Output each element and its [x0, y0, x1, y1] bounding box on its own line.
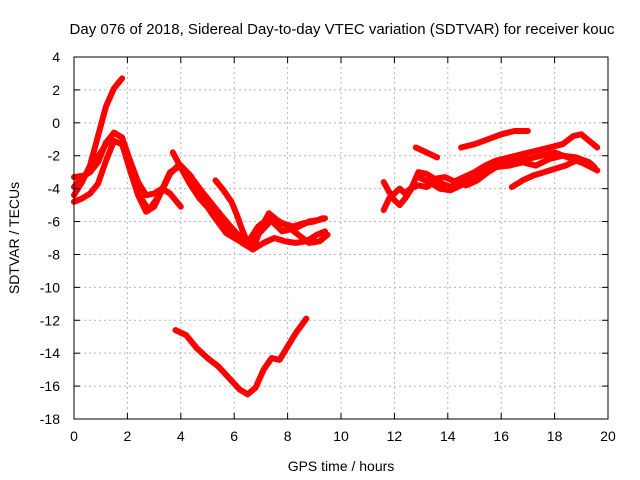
y-tick-label: 4 — [52, 49, 60, 65]
x-tick-label: 12 — [387, 428, 403, 444]
y-tick-label: -2 — [48, 148, 61, 164]
x-tick-label: 2 — [124, 428, 132, 444]
series-line-arc-9 — [380, 149, 598, 209]
series-line-arc-13 — [450, 131, 601, 186]
series-line-arc-6 — [212, 177, 331, 253]
x-tick-label: 14 — [440, 428, 456, 444]
series-line-arc-14 — [508, 157, 601, 190]
chart-title: Day 076 of 2018, Sidereal Day-to-day VTE… — [70, 21, 615, 38]
x-tick-label: 6 — [230, 428, 238, 444]
y-tick-label: -14 — [40, 345, 60, 361]
x-tick-label: 16 — [493, 428, 509, 444]
x-tick-labels: 0 2 4 6 8 10 12 14 16 18 20 — [70, 428, 616, 444]
y-tick-label: -4 — [48, 181, 61, 197]
y-tick-label: -18 — [40, 411, 60, 427]
x-tick-label: 0 — [70, 428, 78, 444]
series-line-arc-10 — [415, 152, 598, 194]
axis-ticks — [73, 56, 609, 420]
y-axis-label: SDTVAR / TECUs — [6, 182, 22, 294]
series-line-arc-7 — [172, 315, 310, 398]
y-tick-label: -16 — [40, 378, 60, 394]
grid — [74, 57, 608, 419]
series-line-arc-12 — [458, 128, 531, 151]
series-group — [71, 75, 601, 398]
y-tick-label: 0 — [52, 115, 60, 131]
x-tick-label: 20 — [600, 428, 616, 444]
x-tick-label: 4 — [177, 428, 185, 444]
x-tick-label: 8 — [284, 428, 292, 444]
series-line-arc-4 — [71, 129, 328, 246]
y-tick-labels: 4 2 0 -2 -4 -6 -8 -10 -12 -14 -16 -18 — [40, 49, 60, 427]
x-tick-label: 18 — [547, 428, 563, 444]
y-tick-label: -10 — [40, 279, 60, 295]
x-axis-label: GPS time / hours — [288, 458, 395, 474]
y-tick-label: 2 — [52, 82, 60, 98]
series-line-arc-1 — [71, 75, 126, 199]
x-tick-label: 10 — [333, 428, 349, 444]
y-tick-label: -12 — [40, 312, 60, 328]
y-tick-label: -8 — [48, 246, 61, 262]
y-tick-label: -6 — [48, 214, 61, 230]
series-line-arc-11 — [412, 144, 441, 161]
